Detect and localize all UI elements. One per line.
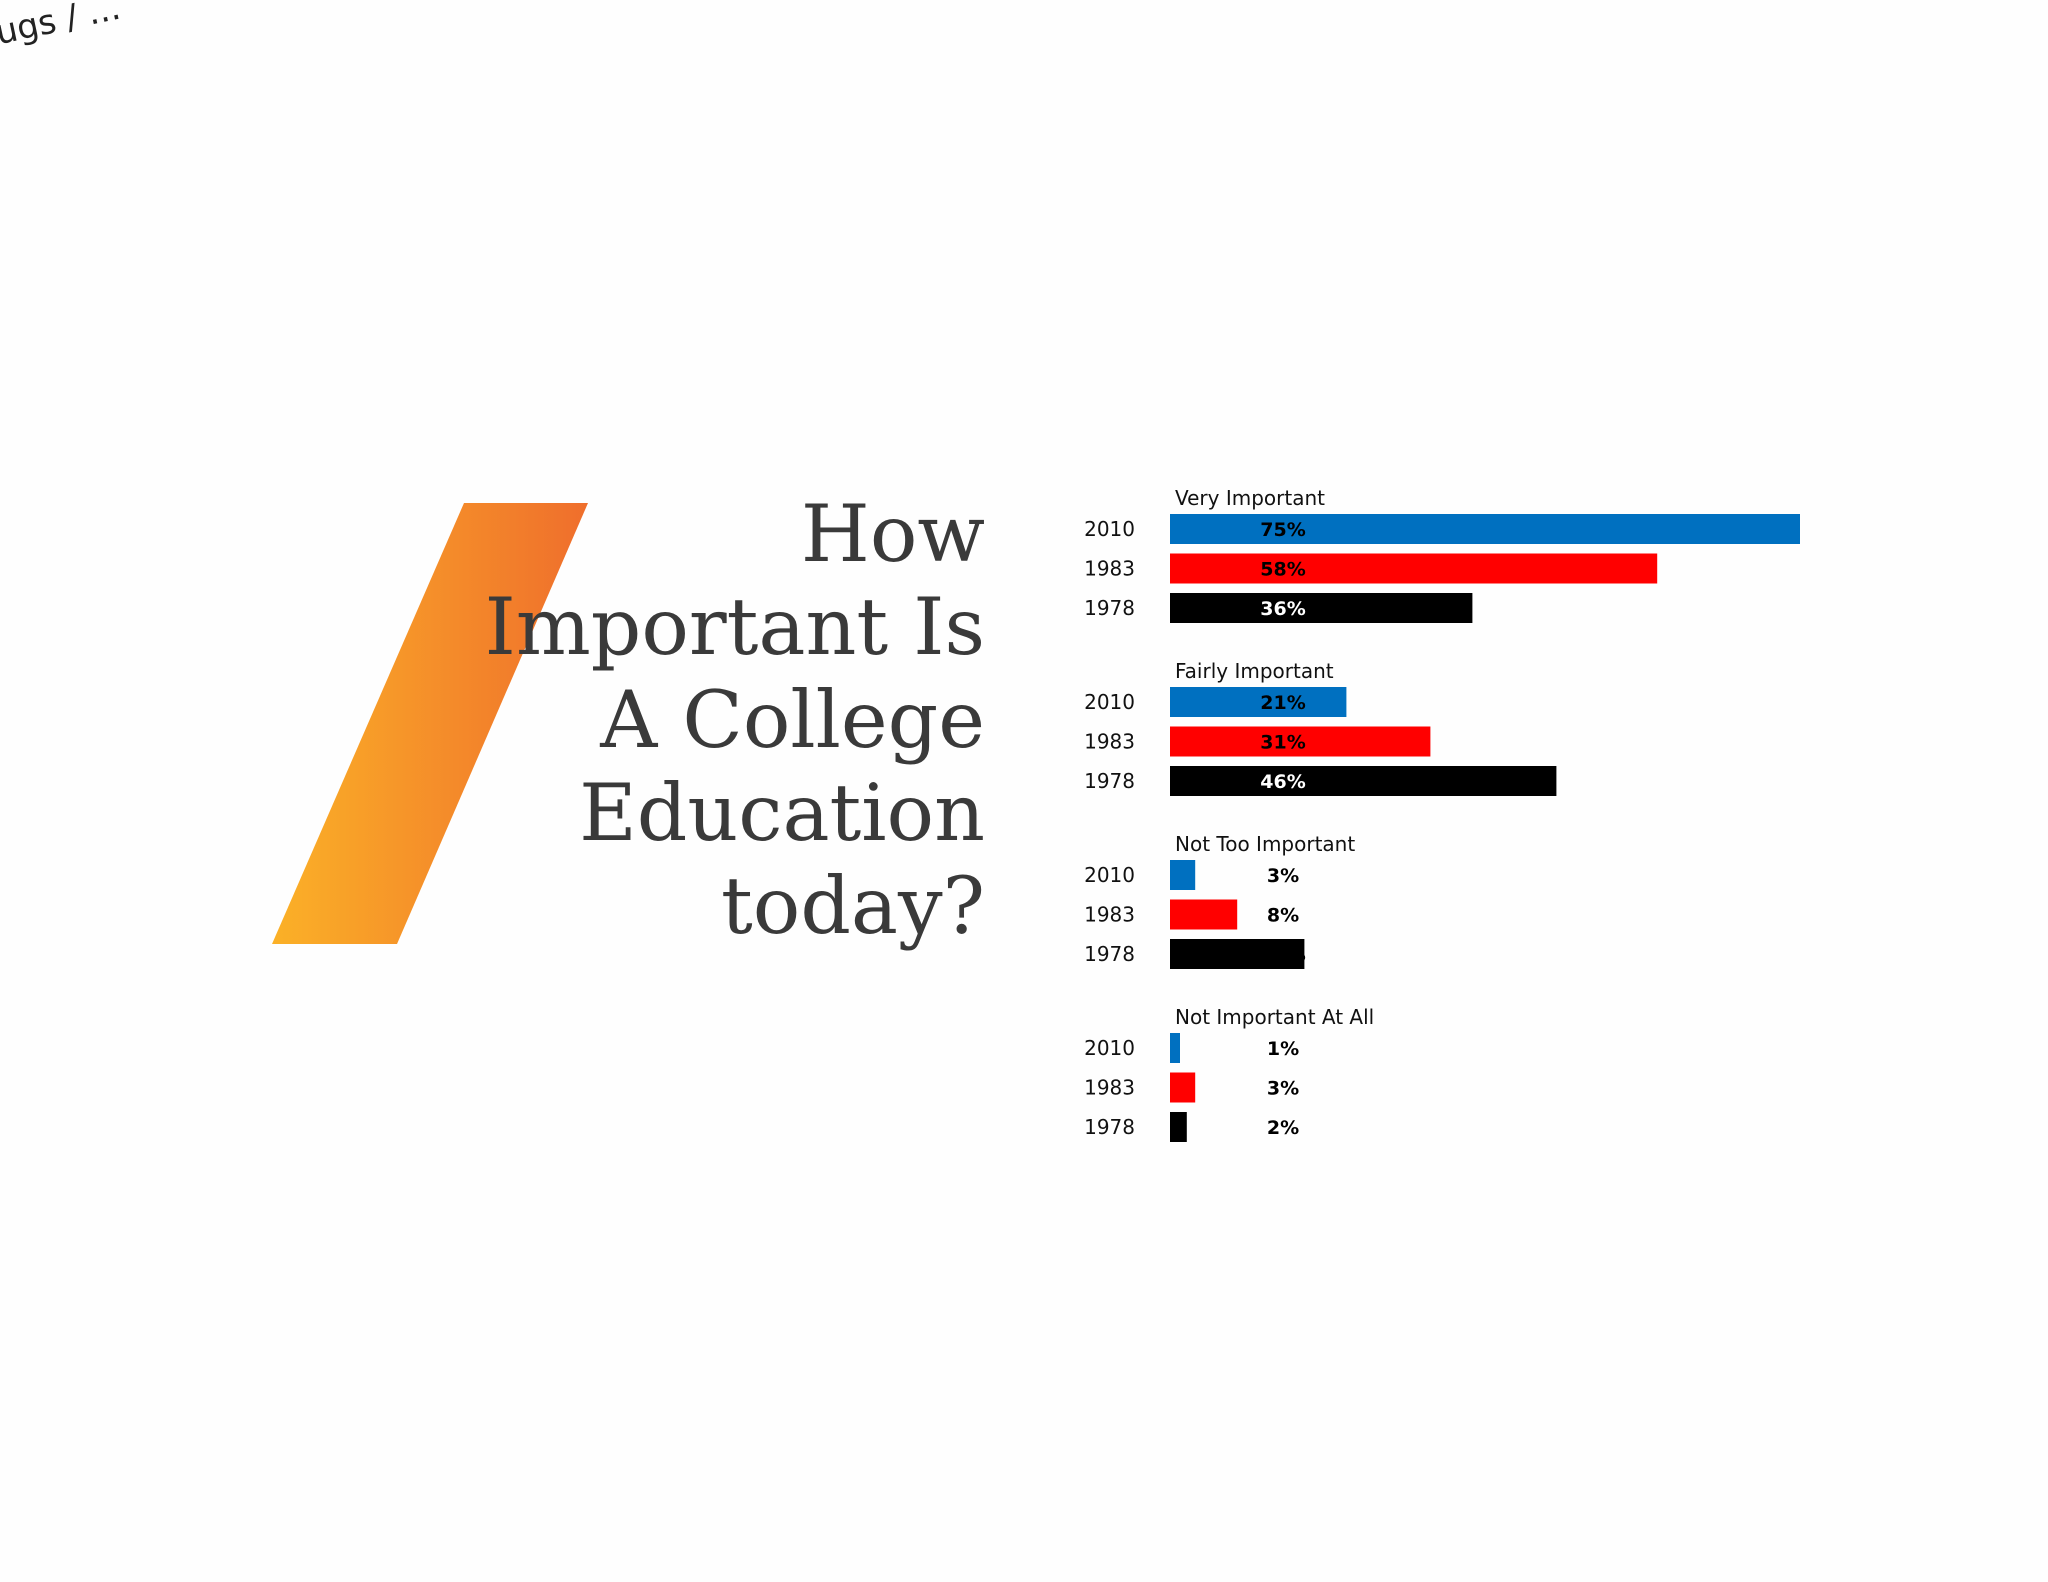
bar-g4-1983	[1170, 1072, 1196, 1103]
title-line-2: Important Is	[484, 581, 985, 673]
year-label-g3-1978: 1978	[1084, 942, 1135, 966]
year-label-g1-2010: 2010	[1084, 517, 1135, 541]
bar-g4-1978	[1170, 1112, 1187, 1142]
slide-title: How Important Is A College Education tod…	[480, 488, 985, 953]
group-label-3: Not Too Important	[1175, 832, 1355, 856]
bar-g1-1983	[1170, 553, 1658, 584]
bar-g3-1978	[1170, 939, 1305, 969]
group-label-2: Fairly Important	[1175, 659, 1334, 683]
bar-g2-1983	[1170, 726, 1431, 757]
title-line-5: today?	[721, 860, 985, 952]
value-label-g4-2010: 1%	[1267, 1038, 1299, 1060]
value-label-g1-2010: 75%	[1260, 519, 1305, 541]
year-label-g4-1983: 1983	[1084, 1076, 1135, 1100]
year-label-g1-1983: 1983	[1084, 557, 1135, 581]
value-label-g3-1978: 16%	[1260, 944, 1305, 966]
year-label-g2-1983: 1983	[1084, 730, 1135, 754]
title-line-4: Education	[579, 767, 985, 859]
title-line-1: How	[800, 488, 985, 580]
value-label-g1-1978: 36%	[1260, 598, 1305, 620]
title-line-3: A College	[600, 674, 985, 766]
year-label-g2-1978: 1978	[1084, 769, 1135, 793]
bar-g2-1978	[1170, 766, 1557, 796]
value-label-g4-1978: 2%	[1267, 1117, 1299, 1139]
year-label-g2-2010: 2010	[1084, 690, 1135, 714]
year-label-g4-1978: 1978	[1084, 1115, 1135, 1139]
bar-g2-2010	[1170, 687, 1347, 717]
bar-g1-1978	[1170, 593, 1473, 623]
value-label-g3-1983: 8%	[1267, 905, 1299, 927]
value-label-g2-1978: 46%	[1260, 771, 1305, 793]
group-label-4: Not Important At All	[1175, 1005, 1374, 1029]
value-label-g2-2010: 21%	[1260, 692, 1305, 714]
orange-slash-shape	[272, 503, 588, 944]
value-label-g4-1983: 3%	[1267, 1078, 1299, 1100]
group-label-1: Very Important	[1175, 486, 1325, 510]
bar-g3-1983	[1170, 899, 1238, 930]
year-label-g3-2010: 2010	[1084, 863, 1135, 887]
year-label-g4-2010: 2010	[1084, 1036, 1135, 1060]
bar-g1-2010	[1170, 514, 1800, 544]
bar-g4-2010	[1170, 1033, 1180, 1063]
value-label-g1-1983: 58%	[1260, 559, 1305, 581]
year-label-g1-1978: 1978	[1084, 596, 1135, 620]
value-label-g3-2010: 3%	[1267, 865, 1299, 887]
year-label-g3-1983: 1983	[1084, 903, 1135, 927]
value-label-g2-1983: 31%	[1260, 732, 1305, 754]
bar-g3-2010	[1170, 860, 1196, 890]
